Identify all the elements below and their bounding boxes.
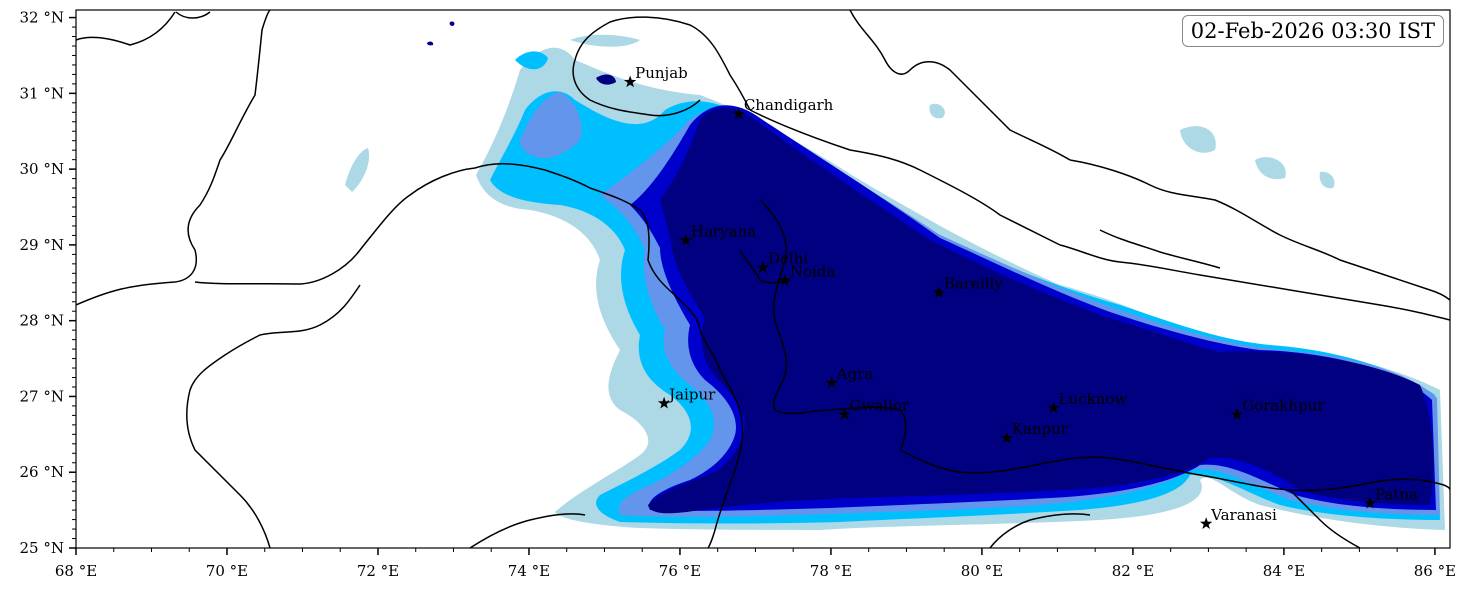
city-label-jaipur: Jaipur bbox=[667, 385, 716, 403]
x-tick-label: 78 °E bbox=[810, 562, 852, 580]
y-tick-label: 26 °N bbox=[20, 463, 64, 481]
x-tick-label: 68 °E bbox=[55, 562, 97, 580]
city-star-gwalior bbox=[838, 408, 851, 420]
x-axis: 68 °E 70 °E 72 °E 74 °E 76 °E 78 °E 80 °E 82 °E… bbox=[55, 548, 1456, 580]
y-tick-label: 28 °N bbox=[20, 312, 64, 330]
x-tick-label: 86 °E bbox=[1414, 562, 1456, 580]
city-star-lucknow bbox=[1047, 401, 1060, 414]
city-label-varanasi: Varanasi bbox=[1210, 506, 1277, 524]
city-label-agra: Agra bbox=[836, 365, 874, 383]
city-label-gwalior: Gwalior bbox=[850, 397, 910, 415]
y-tick-label: 29 °N bbox=[20, 236, 64, 254]
y-axis: 32 °N 31 °N 30 °N 29 °N 28 °N 27 °N 26 °N 25 °N bbox=[20, 9, 76, 557]
x-tick-label: 76 °E bbox=[659, 562, 701, 580]
y-tick-label: 30 °N bbox=[20, 160, 64, 178]
city-star-haryana bbox=[679, 233, 693, 246]
boundary-lines bbox=[76, 10, 1450, 548]
city-label-kanpur: Kanpur bbox=[1012, 420, 1069, 438]
city-star-bareilly bbox=[932, 286, 946, 298]
city-label-lucknow: Lucknow bbox=[1059, 390, 1128, 408]
city-star-delhi bbox=[756, 261, 770, 273]
y-tick-label: 32 °N bbox=[20, 9, 64, 27]
city-star-kanpur bbox=[1000, 431, 1013, 444]
city-label-bareilly: Bareilly bbox=[944, 275, 1003, 293]
city-label-patna: Patna bbox=[1375, 485, 1418, 503]
y-tick-label: 25 °N bbox=[20, 539, 64, 557]
x-tick-label: 72 °E bbox=[357, 562, 399, 580]
plot-frame bbox=[75, 9, 1451, 549]
timestamp-label: 02-Feb-2026 03:30 IST bbox=[1181, 15, 1444, 47]
city-star-noida bbox=[778, 274, 792, 286]
city-star-jaipur bbox=[657, 396, 671, 409]
y-tick-label: 27 °N bbox=[20, 387, 64, 405]
city-star-varanasi bbox=[1200, 517, 1213, 529]
city-label-noida: Noida bbox=[790, 263, 836, 281]
x-tick-label: 82 °E bbox=[1112, 562, 1154, 580]
x-tick-label: 84 °E bbox=[1263, 562, 1305, 580]
city-star-agra bbox=[825, 376, 838, 389]
city-star-punjab bbox=[623, 75, 637, 88]
city-star-patna bbox=[1363, 496, 1377, 509]
city-label-haryana: Haryana bbox=[691, 222, 756, 240]
city-label-gorakhpur: Gorakhpur bbox=[1242, 397, 1325, 415]
city-star-gorakhpur bbox=[1230, 408, 1244, 420]
city-label-punjab: Punjab bbox=[635, 64, 688, 82]
x-tick-label: 74 °E bbox=[508, 562, 550, 580]
city-star-chandigarh bbox=[732, 107, 745, 120]
x-tick-label: 80 °E bbox=[961, 562, 1003, 580]
y-tick-label: 31 °N bbox=[20, 84, 64, 102]
x-tick-label: 70 °E bbox=[206, 562, 248, 580]
city-label-chandigarh: Chandigarh bbox=[744, 96, 834, 114]
city-label-delhi: Delhi bbox=[768, 250, 808, 268]
